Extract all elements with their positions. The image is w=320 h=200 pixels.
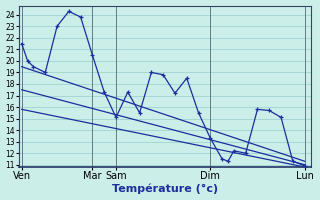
X-axis label: Température (°c): Température (°c) xyxy=(112,184,218,194)
